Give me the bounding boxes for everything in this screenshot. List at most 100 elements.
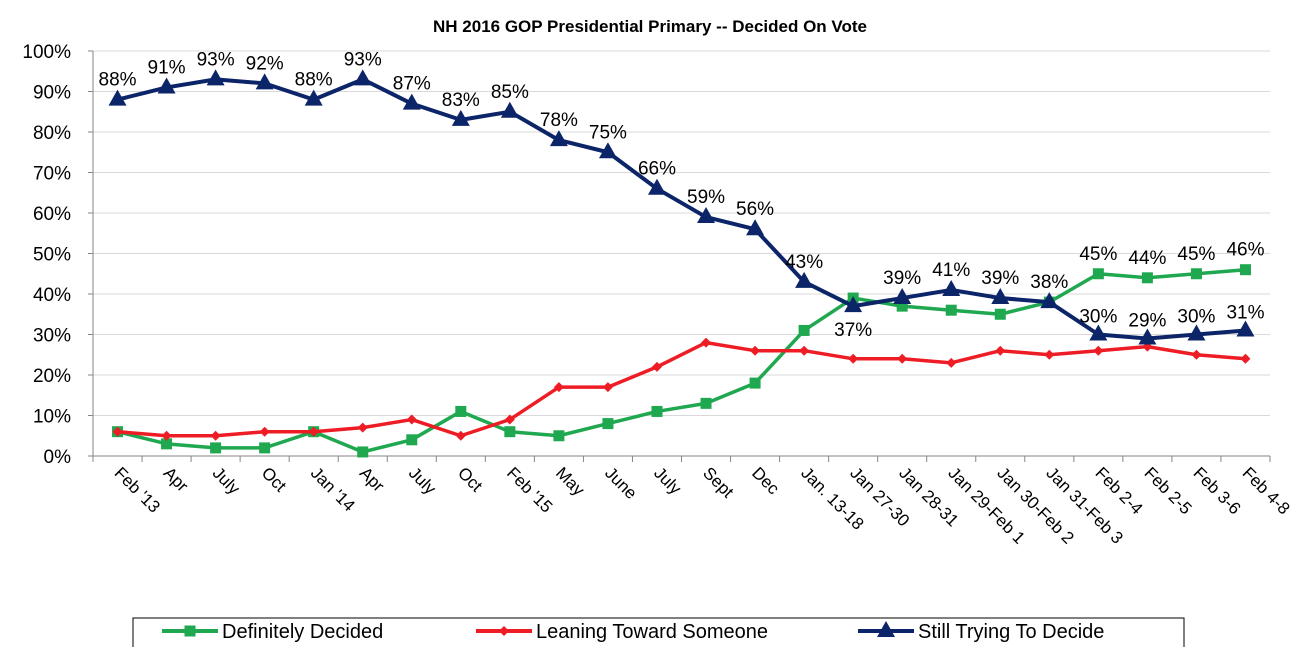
data-label: 44% (1128, 248, 1166, 269)
data-point (1187, 324, 1206, 341)
y-axis-ticks: 0% 10% 20% 30% 40% 50% 60% 70% 80% 90% 100% (22, 42, 71, 468)
data-point (798, 324, 810, 336)
data-point (402, 93, 421, 110)
data-point (700, 397, 712, 409)
series-still-trying-to-decide (108, 69, 1255, 345)
data-labels: 88% 91% 93% 92% 88% 93% 87% 83% 85% 78% 75% 66% 59% 5… (99, 49, 1265, 341)
data-point (750, 345, 761, 356)
y-tick-label: 0% (44, 447, 72, 468)
data-label: 29% (1128, 311, 1166, 332)
data-point (304, 89, 323, 106)
data-label: 88% (99, 70, 137, 91)
y-tick-label: 60% (33, 204, 71, 225)
data-point (1240, 353, 1251, 364)
data-label: 92% (246, 53, 284, 74)
data-point (651, 361, 662, 372)
series-definitely-decided (112, 264, 1251, 458)
data-point (897, 353, 908, 364)
data-point (206, 69, 225, 86)
x-tick-label: Apr (160, 463, 192, 495)
y-tick-label: 50% (33, 245, 71, 266)
gridlines (93, 50, 1270, 416)
data-point (259, 442, 271, 454)
data-label: 30% (1177, 307, 1215, 328)
data-point (1239, 264, 1251, 276)
x-tick-label: Oct (454, 463, 486, 495)
data-point (406, 414, 417, 425)
legend-label: Still Trying To Decide (918, 621, 1104, 643)
data-point (184, 625, 196, 637)
data-label: 87% (393, 74, 431, 95)
data-point (499, 626, 509, 636)
data-point (451, 109, 470, 126)
y-tick-label: 90% (33, 83, 71, 104)
data-label: 91% (148, 57, 186, 78)
data-point (942, 279, 961, 296)
legend-label: Definitely Decided (222, 621, 383, 643)
data-point (795, 271, 814, 288)
legend: Definitely Decided Leaning Toward Someone… (132, 617, 1185, 647)
data-point (1092, 268, 1104, 280)
legend-label: Leaning Toward Someone (536, 621, 768, 643)
series-line (117, 267, 1246, 454)
x-tick-label: Feb '15 (503, 463, 556, 516)
data-point (161, 430, 172, 441)
data-label: 39% (981, 268, 1019, 289)
data-point (799, 345, 810, 356)
data-point (1191, 349, 1202, 360)
axes (88, 50, 1271, 462)
data-point (108, 89, 127, 106)
data-label: 38% (1030, 272, 1068, 293)
data-point (844, 296, 863, 313)
data-point (598, 142, 617, 159)
data-label: 85% (491, 82, 529, 103)
x-tick-label: Sept (699, 463, 737, 501)
x-tick-label: July (650, 463, 685, 498)
data-label: 31% (1226, 302, 1264, 323)
x-tick-label: Dec (748, 463, 783, 498)
data-point (697, 207, 716, 224)
data-point (1141, 272, 1153, 284)
data-point (549, 130, 568, 147)
data-point (357, 446, 369, 458)
legend-item: Leaning Toward Someone (476, 621, 768, 643)
x-tick-label: Feb '13 (111, 463, 164, 516)
data-label: 59% (687, 187, 725, 208)
x-tick-label: Apr (356, 463, 388, 495)
series-line (117, 340, 1246, 438)
data-point (353, 69, 372, 86)
series-group (108, 69, 1255, 458)
data-label: 39% (883, 268, 921, 289)
data-point (1089, 324, 1108, 341)
y-tick-label: 40% (33, 285, 71, 306)
data-point (877, 621, 895, 637)
data-point (896, 300, 908, 312)
y-tick-label: 80% (33, 123, 71, 144)
x-tick-label: June (601, 463, 641, 503)
data-label: 30% (1079, 307, 1117, 328)
data-point (553, 382, 564, 393)
data-label: 88% (295, 70, 333, 91)
y-tick-label: 30% (33, 326, 71, 347)
series-leaning-toward-someone (112, 337, 1251, 441)
x-tick-label: Jan '14 (307, 463, 359, 515)
data-point (161, 438, 173, 450)
data-point (1236, 320, 1255, 337)
data-point (553, 430, 565, 442)
data-point (848, 353, 859, 364)
data-point (746, 219, 765, 236)
data-label: 46% (1226, 240, 1264, 261)
data-label: 41% (932, 260, 970, 281)
data-point (455, 430, 466, 441)
data-point (1093, 345, 1104, 356)
data-label: 83% (442, 90, 480, 111)
data-point (946, 357, 957, 368)
data-point (945, 304, 957, 316)
data-point (602, 418, 614, 430)
data-point (991, 288, 1010, 305)
y-tick-label: 70% (33, 164, 71, 185)
x-tick-label: Oct (258, 463, 290, 495)
data-label: 75% (589, 122, 627, 143)
x-tick-label: Feb 2-5 (1141, 463, 1196, 518)
